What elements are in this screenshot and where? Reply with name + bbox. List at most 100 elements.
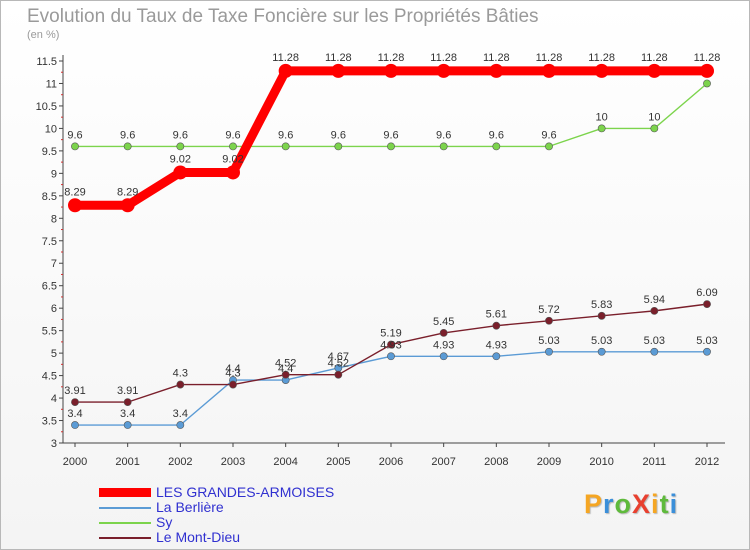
data-label-les-grandes-armoises: 11.28: [378, 52, 405, 64]
data-label-la-berli-re: 3.4: [173, 408, 188, 420]
data-point-sy: [597, 124, 606, 133]
data-point-la-berli-re: [123, 421, 132, 429]
data-label-le-mont-dieu: 4.52: [275, 358, 296, 370]
x-tick-label: 2003: [221, 456, 245, 468]
y-tick-label: 9: [51, 168, 57, 180]
data-label-la-berli-re: 4.93: [433, 339, 454, 351]
data-label-les-grandes-armoises: 11.28: [694, 52, 721, 64]
data-point-sy: [650, 124, 659, 133]
data-label-les-grandes-armoises: 8.29: [117, 186, 138, 198]
legend-label: La Berlière: [156, 499, 224, 515]
data-label-le-mont-dieu: 5.19: [380, 328, 401, 340]
data-label-les-grandes-armoises: 11.28: [272, 52, 299, 64]
data-point-la-berli-re: [176, 421, 185, 429]
axes: 3 3.5 4 4.5 5 5.5 6 6.5 7 7.5 8 8.5 9 9.5 10 10.5 11 11.5…: [36, 55, 725, 468]
y-tick-label: 10: [45, 123, 57, 135]
y-tick-label: 4: [51, 393, 57, 405]
data-point-la-berli-re: [387, 352, 395, 361]
chart-title: Evolution du Taux de Taxe Foncière sur l…: [27, 6, 539, 27]
data-label-la-berli-re: 5.03: [696, 335, 717, 347]
y-tick-label: 5: [51, 348, 57, 360]
data-label-sy: 10: [648, 111, 660, 123]
data-point-sy: [281, 142, 290, 151]
data-point-les-grandes-armoises: [542, 63, 556, 78]
data-label-le-mont-dieu: 4.3: [173, 368, 188, 380]
data-point-les-grandes-armoises: [594, 63, 609, 78]
data-label-la-berli-re: 5.03: [591, 335, 612, 347]
data-label-la-berli-re: 3.4: [67, 408, 82, 420]
logo-letter: P: [584, 489, 604, 519]
data-label-les-grandes-armoises: 11.28: [430, 52, 457, 64]
data-point-les-grandes-armoises: [647, 63, 662, 78]
y-tick-label: 11.5: [36, 56, 57, 68]
data-point-la-berli-re: [703, 347, 711, 356]
legend-swatch: [99, 537, 151, 539]
data-label-la-berli-re: 5.03: [644, 335, 665, 347]
y-tick-label: 8.5: [42, 191, 57, 203]
data-point-le-mont-dieu: [439, 328, 448, 337]
data-point-le-mont-dieu: [545, 316, 553, 325]
data-point-le-mont-dieu: [176, 380, 185, 389]
legend-swatch: [99, 522, 151, 524]
y-tick-label: 11: [46, 78, 57, 90]
data-labels: 9.6 9.6 9.6 9.6 9.6 9.6 9.6 9.6 9.6 9.6 10 10 3.4 3.4…: [64, 52, 720, 420]
logo-letter: i: [669, 489, 679, 519]
data-point-les-grandes-armoises: [700, 63, 714, 78]
legend-label: LES GRANDES-ARMOISES: [156, 484, 335, 500]
data-point-la-berli-re: [545, 347, 553, 356]
data-label-les-grandes-armoises: 9.02: [170, 153, 191, 165]
x-tick-label: 2007: [431, 456, 455, 468]
data-label-les-grandes-armoises: 11.28: [483, 52, 510, 64]
data-label-le-mont-dieu: 5.45: [433, 316, 454, 328]
data-point-les-grandes-armoises: [120, 198, 135, 213]
y-tick-label: 7: [51, 258, 57, 270]
x-tick-label: 2012: [695, 456, 719, 468]
series-lines: [68, 63, 714, 429]
data-label-sy: 9.6: [436, 129, 451, 141]
legend-swatch: [99, 507, 151, 509]
data-point-le-mont-dieu: [281, 370, 290, 379]
data-point-sy: [703, 79, 711, 88]
x-tick-label: 2000: [63, 456, 87, 468]
data-point-les-grandes-armoises: [384, 63, 398, 78]
data-label-la-berli-re: 4.93: [486, 339, 507, 351]
logo-letter: o: [614, 489, 633, 519]
x-tick-label: 2010: [589, 456, 613, 468]
logo-letter: t: [659, 489, 670, 519]
data-point-sy: [387, 142, 395, 151]
data-point-les-grandes-armoises: [331, 63, 346, 78]
x-tick-label: 2008: [484, 456, 508, 468]
x-tick-label: 2005: [326, 456, 350, 468]
chart-subtitle: (en %): [27, 29, 60, 41]
y-tick-label: 9.5: [42, 146, 57, 158]
y-tick-label: 10.5: [36, 101, 57, 113]
data-label-la-berli-re: 4.4: [278, 363, 293, 375]
data-point-la-berli-re: [439, 352, 448, 361]
x-tick-label: 2002: [168, 456, 192, 468]
data-label-sy: 9.6: [331, 129, 346, 141]
data-point-la-berli-re: [597, 347, 606, 356]
y-tick-label: 7.5: [42, 236, 57, 248]
y-tick-label: 3.5: [42, 416, 57, 428]
x-tick-label: 2001: [115, 456, 139, 468]
data-label-le-mont-dieu: 3.91: [64, 385, 85, 397]
data-point-les-grandes-armoises: [436, 63, 451, 78]
data-label-les-grandes-armoises: 11.28: [325, 52, 352, 64]
data-point-le-mont-dieu: [71, 398, 79, 407]
data-point-le-mont-dieu: [123, 398, 132, 407]
legend-label: Sy: [156, 514, 173, 530]
data-label-la-berli-re: 3.4: [120, 408, 135, 420]
data-label-la-berli-re: 4.93: [380, 339, 401, 351]
x-tick-label: 2004: [273, 456, 297, 468]
data-label-sy: 9.6: [489, 129, 504, 141]
data-point-le-mont-dieu: [334, 370, 343, 379]
data-point-sy: [545, 142, 553, 151]
data-point-sy: [492, 142, 501, 151]
y-tick-label: 6.5: [42, 281, 57, 293]
y-tick-label: 5.5: [42, 326, 57, 338]
data-label-sy: 9.6: [120, 129, 135, 141]
data-point-les-grandes-armoises: [68, 198, 82, 213]
x-tick-label: 2011: [643, 456, 667, 468]
data-point-sy: [123, 142, 132, 151]
